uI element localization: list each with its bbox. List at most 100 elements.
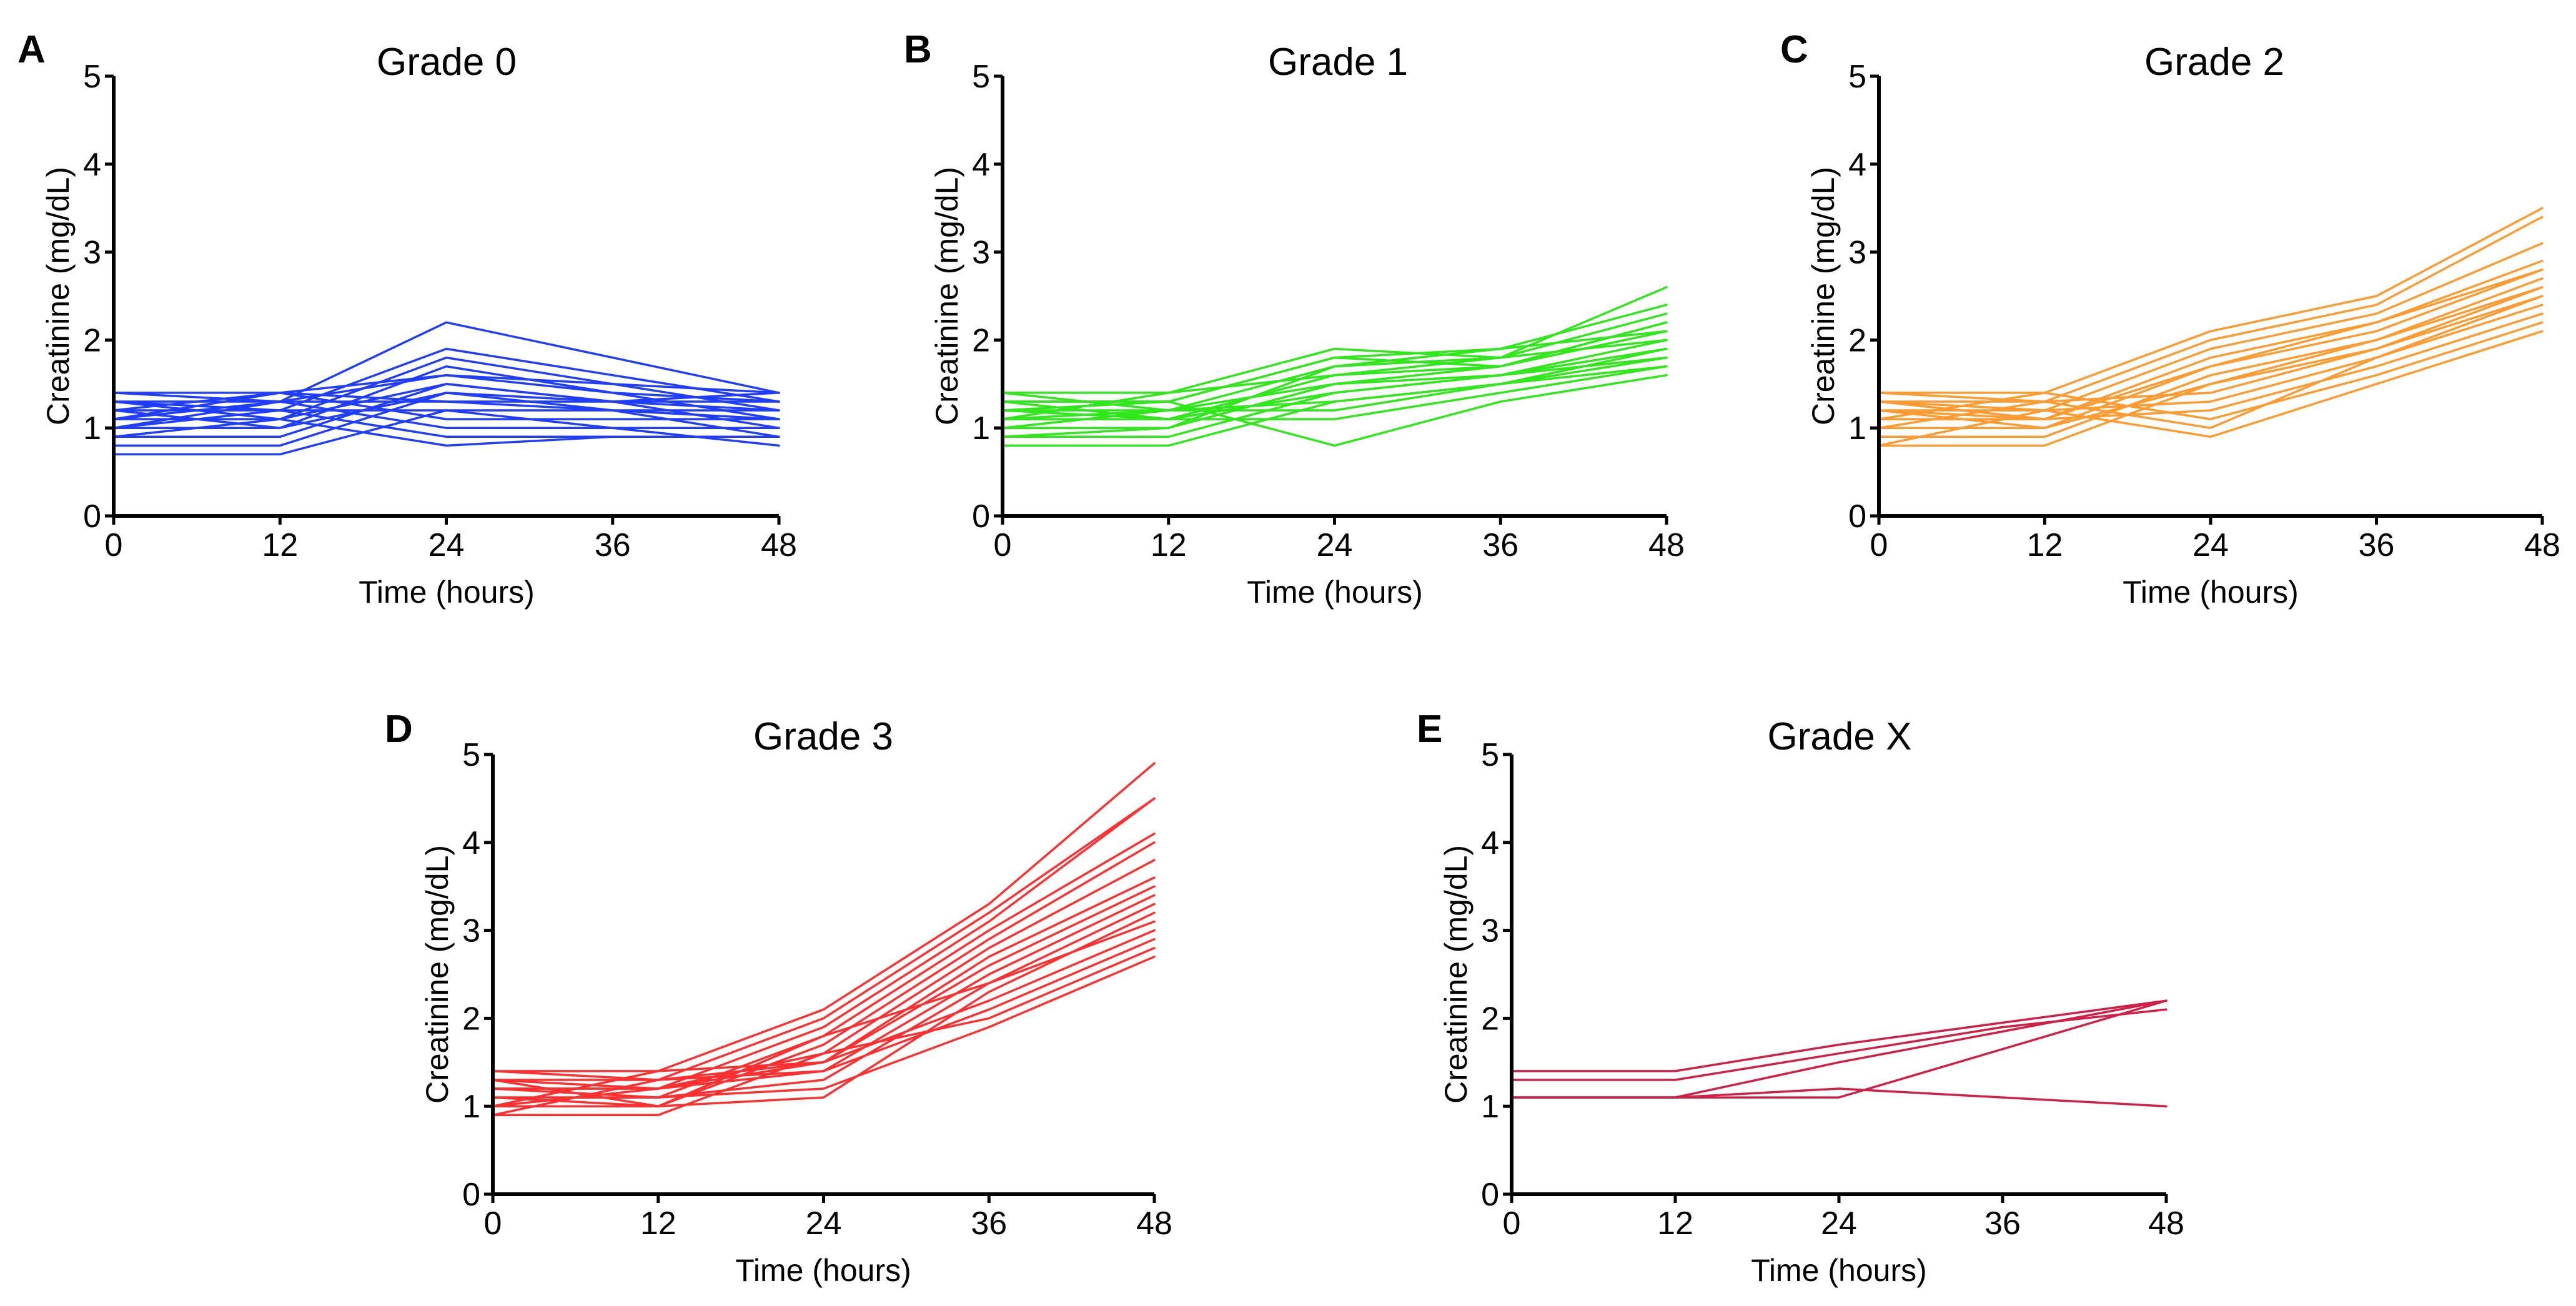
series-line-patient-10 <box>1001 373 1668 447</box>
series-line-patient-1 <box>492 762 1156 1072</box>
y-tick-label: 4 <box>972 147 990 183</box>
y-tick-label: 0 <box>1848 498 1866 535</box>
y-axis-label: Creatinine (mg/dL) <box>1439 845 1474 1104</box>
x-tick-label: 36 <box>595 527 631 563</box>
series-line-patient-2 <box>492 797 1156 1081</box>
x-tick-label: 48 <box>1648 527 1685 563</box>
series-line-patient-16 <box>1001 365 1668 420</box>
series-line-patient-15 <box>1878 269 2544 420</box>
y-tick-label: 3 <box>462 913 480 949</box>
series-line-patient-6 <box>1878 277 2544 438</box>
y-tick-label: 2 <box>972 322 990 359</box>
x-tick-label: 36 <box>1984 1205 2021 1242</box>
y-tick-label: 5 <box>1848 59 1866 95</box>
y-tick-label: 3 <box>83 235 101 271</box>
y-tick-label: 3 <box>1848 235 1866 271</box>
x-tick-label: 48 <box>1136 1205 1172 1242</box>
y-tick-label: 2 <box>1848 322 1866 359</box>
series-line-patient-12 <box>112 400 780 429</box>
x-tick-label: 12 <box>1151 527 1187 563</box>
y-tick-label: 1 <box>972 410 990 447</box>
series-line-patient-15 <box>492 920 1156 1107</box>
panel-title: Grade 0 <box>377 41 517 84</box>
x-tick-label: 48 <box>2148 1205 2184 1242</box>
x-tick-label: 0 <box>105 527 123 563</box>
series-line-patient-9 <box>1878 304 2544 412</box>
series-group <box>492 762 1156 1117</box>
series-line-patient-13 <box>492 947 1156 1090</box>
series-line-patient-7 <box>492 885 1156 1081</box>
series-line-patient-4 <box>1510 999 2167 1099</box>
x-tick-label: 24 <box>806 1205 842 1242</box>
series-line-patient-1 <box>1878 207 2544 394</box>
series-line-patient-2 <box>1878 215 2544 403</box>
y-tick-label: 1 <box>462 1089 480 1125</box>
x-tick-label: 24 <box>1317 527 1353 563</box>
y-tick-label: 1 <box>83 410 101 447</box>
x-tick-label: 0 <box>1870 527 1888 563</box>
x-tick-label: 48 <box>761 527 797 563</box>
panel-letter: C <box>1780 28 1808 71</box>
y-tick-label: 0 <box>83 498 101 535</box>
y-tick-label: 0 <box>462 1177 480 1213</box>
x-axis-label: Time (hours) <box>1751 1253 1927 1288</box>
series-line-patient-17 <box>112 392 780 420</box>
series-line-patient-13 <box>1001 330 1668 438</box>
series-group <box>1001 286 1668 447</box>
x-axis-label: Time (hours) <box>2123 575 2299 610</box>
series-line-patient-6 <box>1001 339 1668 438</box>
x-tick-label: 12 <box>2027 527 2063 563</box>
y-tick-label: 3 <box>972 235 990 271</box>
panel-letter: A <box>17 28 46 71</box>
y-tick-label: 4 <box>1481 825 1499 861</box>
x-axis-label: Time (hours) <box>359 575 535 610</box>
series-group <box>1878 207 2544 447</box>
series-line-patient-8 <box>1878 295 2544 403</box>
x-tick-label: 24 <box>429 527 465 563</box>
series-line-patient-5 <box>492 841 1156 1107</box>
x-tick-label: 24 <box>2192 527 2229 563</box>
series-line-patient-4 <box>112 356 780 420</box>
y-tick-label: 5 <box>972 59 990 95</box>
series-line-patient-10 <box>1878 312 2544 420</box>
series-line-patient-14 <box>112 418 780 447</box>
y-tick-label: 2 <box>1481 1001 1499 1037</box>
series-line-patient-15 <box>112 383 780 420</box>
panel-letter: E <box>1417 708 1442 751</box>
x-tick-label: 0 <box>1503 1205 1521 1242</box>
x-tick-label: 12 <box>640 1205 676 1242</box>
y-axis-label: Creatinine (mg/dL) <box>929 167 964 425</box>
series-line-patient-13 <box>1878 295 2544 429</box>
panel-title: Grade 3 <box>753 715 893 758</box>
x-tick-label: 36 <box>1482 527 1518 563</box>
y-tick-label: 2 <box>462 1001 480 1037</box>
y-tick-label: 5 <box>83 59 101 95</box>
x-tick-label: 0 <box>994 527 1012 563</box>
y-axis-label: Creatinine (mg/dL) <box>1806 167 1841 425</box>
series-line-patient-2 <box>112 321 780 403</box>
x-tick-label: 12 <box>262 527 298 563</box>
series-line-patient-1 <box>1510 999 2167 1072</box>
y-tick-label: 5 <box>1481 737 1499 773</box>
x-tick-label: 36 <box>2359 527 2395 563</box>
y-tick-label: 2 <box>83 322 101 359</box>
y-tick-label: 4 <box>83 147 101 183</box>
panel-title: Grade 2 <box>2144 41 2284 84</box>
series-line-patient-11 <box>1878 321 2544 420</box>
x-tick-label: 48 <box>2524 527 2560 563</box>
series-line-patient-15 <box>1001 321 1668 403</box>
